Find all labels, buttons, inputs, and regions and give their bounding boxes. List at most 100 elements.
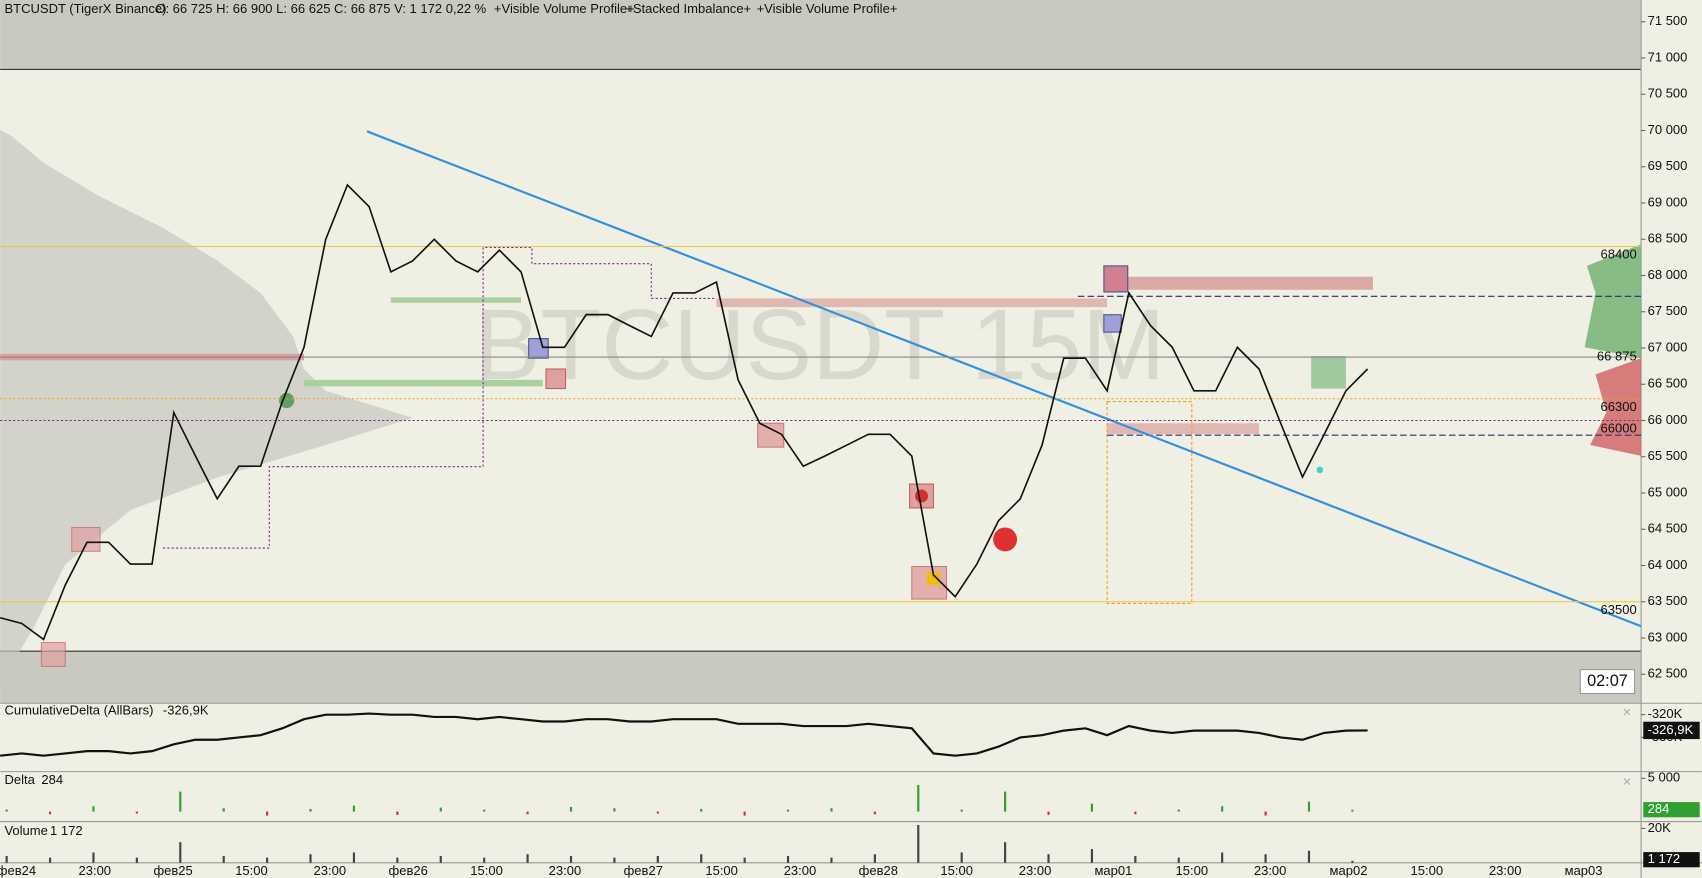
y-tick-label: -320K: [1648, 706, 1683, 721]
delta-bar: [1004, 791, 1007, 812]
cumdelta-line: [0, 712, 1368, 757]
panel-label: CumulativeDelta (AllBars): [4, 702, 153, 717]
y-tick-label: 68 000: [1648, 267, 1688, 282]
signal-marker: [915, 489, 929, 503]
volume-bar: [1004, 842, 1007, 863]
volume-bar: [1264, 854, 1267, 863]
volume-bar: [917, 825, 920, 863]
right-profile-buy: [1584, 244, 1642, 359]
delta-bar: [1177, 809, 1180, 812]
level-label: 66300: [1601, 399, 1637, 414]
y-tick-label: 71 000: [1648, 49, 1688, 64]
timer: 02:07: [1587, 672, 1628, 690]
volume-bar: [700, 854, 703, 863]
x-tick-label: 23:00: [1019, 863, 1052, 878]
x-tick-label: мар01: [1094, 863, 1132, 878]
y-tick-label: 67 500: [1648, 303, 1688, 318]
signal-box: [1103, 265, 1129, 293]
x-tick-label: фев24: [0, 863, 36, 878]
signal-marker: [279, 392, 295, 409]
volume-bar: [266, 857, 269, 863]
y-tick-label: 70 500: [1648, 86, 1688, 101]
trend-line: [366, 130, 1642, 628]
indicator[interactable]: +Visible Volume Profile+: [757, 1, 898, 16]
current-label: 284: [1648, 801, 1670, 816]
volume-bar: [135, 857, 138, 863]
y-tick-label: 69 500: [1648, 158, 1688, 173]
volume-bar: [1221, 852, 1224, 863]
volume-bar: [1134, 855, 1137, 863]
volume-bar: [483, 857, 486, 863]
x-tick-label: 23:00: [1254, 863, 1287, 878]
level-label: 66000: [1601, 421, 1637, 436]
delta-bar: [1264, 811, 1267, 816]
x-tick-label: 15:00: [1411, 863, 1444, 878]
volume-bar: [786, 855, 790, 863]
symbol: BTCUSDT (TigerX Binance): [4, 1, 166, 16]
volume-bar: [1090, 849, 1094, 863]
delta-bar: [439, 807, 442, 812]
y-tick-label: 64 500: [1648, 521, 1688, 536]
delta-bar: [222, 808, 225, 812]
volume-bar: [352, 852, 356, 863]
x-tick-label: фев27: [624, 863, 663, 878]
timer-box: [1579, 669, 1636, 695]
volume-bar: [1047, 854, 1050, 863]
imbalance-zone: [1107, 423, 1260, 435]
price-line: [0, 183, 1369, 641]
volume-bar: [830, 857, 833, 863]
delta-bar: [960, 809, 963, 812]
delta-bar: [135, 811, 138, 814]
imbalance-zone: [716, 298, 1108, 308]
delta-bar: [569, 806, 573, 812]
delta-bar: [1134, 811, 1137, 815]
volume-bar: [222, 855, 225, 863]
ohlc: O: 66 725 H: 66 900 L: 66 625 C: 66 875 …: [155, 1, 486, 16]
delta-bar: [700, 808, 703, 812]
volume-bar: [439, 855, 442, 863]
delta-bar: [266, 811, 269, 816]
close-icon[interactable]: ×: [1623, 774, 1632, 791]
imbalance-zone: [304, 379, 543, 387]
y-tick-label: 66 500: [1648, 376, 1688, 391]
y-tick-label: 5 000: [1648, 770, 1681, 785]
volume-bar: [569, 855, 573, 863]
volume-bar: [179, 842, 182, 863]
x-tick-label: 23:00: [784, 863, 817, 878]
delta-bar: [743, 811, 746, 816]
current-label: 1 172: [1648, 851, 1681, 866]
delta-bar: [526, 811, 529, 815]
x-tick-label: фев26: [389, 863, 428, 878]
delta-bar: [917, 784, 920, 812]
signal-box: [40, 641, 66, 667]
close-icon[interactable]: ×: [1623, 704, 1632, 721]
signal-box: [545, 368, 567, 390]
imbalance-zone: [1107, 276, 1374, 290]
signal-box: [1103, 314, 1122, 333]
indicator[interactable]: +Stacked Imbalance+: [625, 1, 751, 16]
delta-bar: [786, 809, 790, 812]
y-tick-label: 64 000: [1648, 557, 1688, 572]
delta-bar: [92, 806, 95, 812]
profile-box: [287, 246, 717, 468]
x-tick-label: 15:00: [940, 863, 973, 878]
volume-bar: [1351, 860, 1354, 863]
indicator[interactable]: +Visible Volume Profile+: [494, 1, 635, 16]
delta-bar: [5, 809, 8, 812]
volume-bar: [396, 857, 399, 863]
volume-bar: [526, 854, 529, 863]
y-tick-label: 20K: [1648, 820, 1671, 835]
x-tick-label: фев25: [153, 863, 192, 878]
y-tick-label: 65 500: [1648, 448, 1688, 463]
x-tick-label: 23:00: [549, 863, 582, 878]
current-box: [1643, 852, 1700, 868]
delta-bar: [48, 811, 52, 815]
delta-bar: [179, 791, 182, 812]
volume-bar: [309, 854, 312, 863]
x-tick-label: 15:00: [705, 863, 738, 878]
y-tick-label: 69 000: [1648, 194, 1688, 209]
current-label: -326,9K: [1648, 722, 1694, 737]
delta-bar: [1047, 811, 1050, 815]
y-tick-label: 71 500: [1648, 13, 1688, 28]
